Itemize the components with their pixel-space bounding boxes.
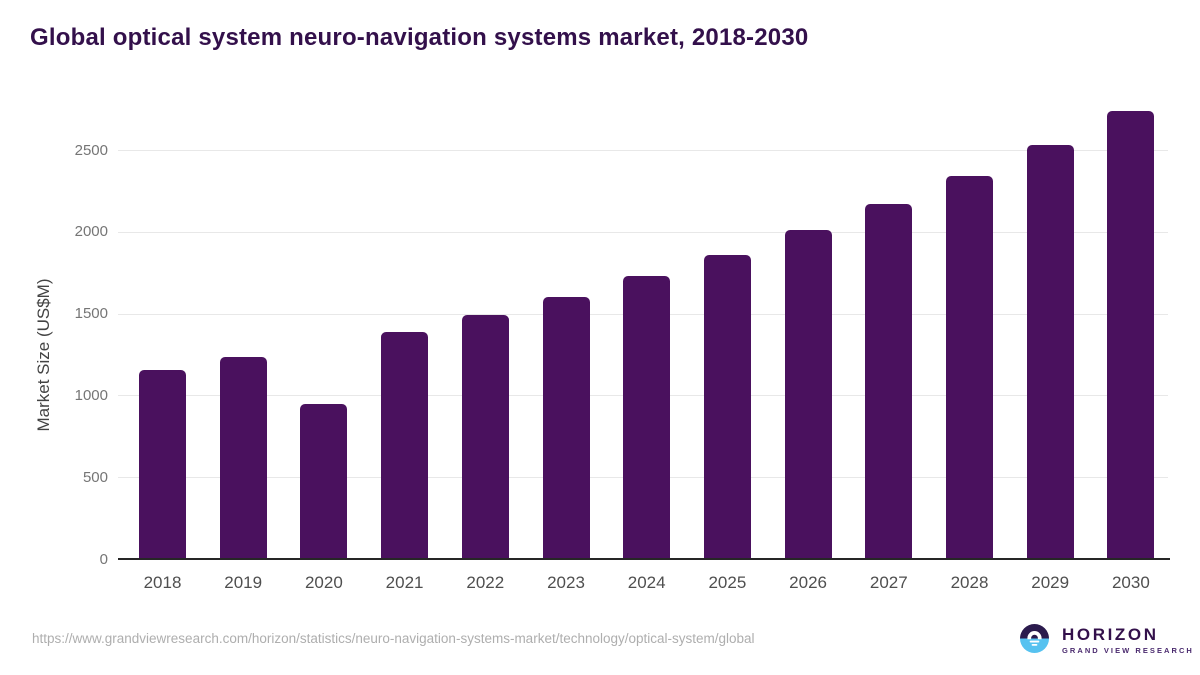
chart-title: Global optical system neuro-navigation s… bbox=[30, 24, 809, 51]
x-tick-label-2025: 2025 bbox=[708, 573, 747, 592]
logo-brand-subname: GRAND VIEW RESEARCH bbox=[1062, 646, 1194, 655]
bar-2024[interactable] bbox=[623, 275, 671, 559]
x-tick-label-2026: 2026 bbox=[789, 573, 827, 592]
bar-2028[interactable] bbox=[946, 176, 993, 559]
bar-2020[interactable] bbox=[300, 403, 348, 559]
bar-2027[interactable] bbox=[865, 203, 913, 559]
x-tick-label-2023: 2023 bbox=[547, 573, 585, 592]
x-tick-label-2019: 2019 bbox=[224, 573, 263, 592]
y-tick-label-2500: 2500 bbox=[74, 141, 108, 159]
x-tick-label-2024: 2024 bbox=[627, 573, 666, 592]
x-tick-label-2020: 2020 bbox=[304, 573, 343, 592]
bar-2021[interactable] bbox=[381, 331, 429, 559]
logo-brand-name: HORIZON bbox=[1062, 625, 1159, 644]
x-tick-label-2028: 2028 bbox=[950, 573, 989, 592]
source-url: https://www.grandviewresearch.com/horizo… bbox=[32, 631, 755, 646]
bar-2029[interactable] bbox=[1026, 145, 1074, 559]
x-axis-line bbox=[118, 558, 1170, 560]
logo-text: HORIZON GRAND VIEW RESEARCH bbox=[1062, 624, 1194, 655]
y-tick-label-2000: 2000 bbox=[74, 223, 108, 241]
y-tick-label-0: 0 bbox=[99, 550, 108, 568]
x-tick-label-2027: 2027 bbox=[869, 573, 908, 592]
x-tick-label-2021: 2021 bbox=[385, 573, 424, 592]
x-tick-label-2029: 2029 bbox=[1031, 573, 1070, 592]
bar-2026[interactable] bbox=[784, 230, 832, 559]
bar-2018[interactable] bbox=[139, 370, 186, 559]
y-tick-label-500: 500 bbox=[82, 468, 108, 486]
x-tick-label-2022: 2022 bbox=[466, 573, 505, 592]
bar-2030[interactable] bbox=[1107, 110, 1155, 559]
gridline-2000 bbox=[118, 231, 1168, 233]
bar-2025[interactable] bbox=[703, 254, 751, 559]
gridline-2500 bbox=[118, 150, 1168, 151]
x-tick-label-2018: 2018 bbox=[143, 573, 182, 592]
x-tick-label-2030: 2030 bbox=[1111, 573, 1150, 592]
bar-2023[interactable] bbox=[542, 297, 590, 559]
bar-2019[interactable] bbox=[219, 356, 267, 559]
y-tick-label-1500: 1500 bbox=[74, 305, 108, 323]
horizon-sun-over-water-icon bbox=[1020, 624, 1049, 653]
y-tick-label-1000: 1000 bbox=[74, 386, 108, 404]
bar-2022[interactable] bbox=[461, 315, 509, 559]
horizon-logo: HORIZON GRAND VIEW RESEARCH bbox=[1020, 624, 1194, 655]
